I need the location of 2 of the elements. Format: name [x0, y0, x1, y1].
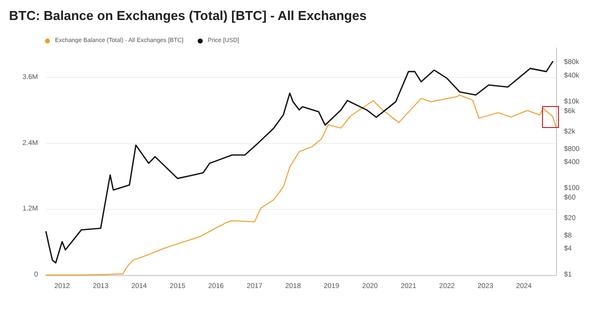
line-series [45, 60, 554, 264]
chart-title: BTC: Balance on Exchanges (Total) [BTC] - All Exchanges [9, 8, 367, 23]
